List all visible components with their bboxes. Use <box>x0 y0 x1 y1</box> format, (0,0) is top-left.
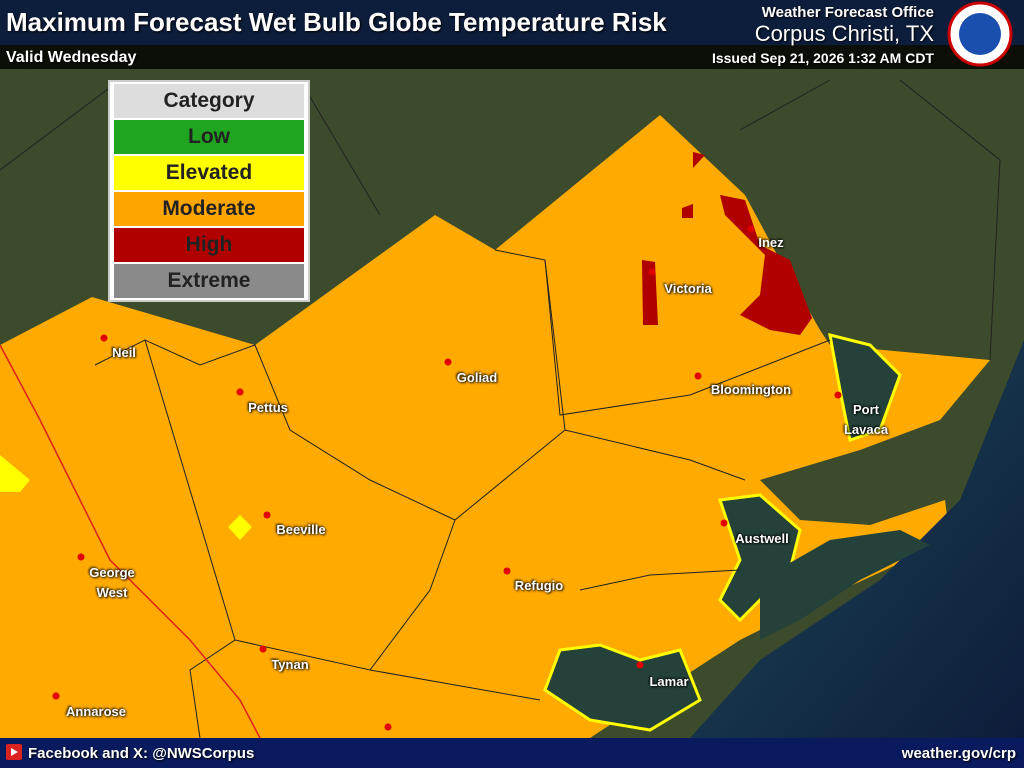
header-bar <box>0 0 1024 45</box>
city-label: Austwell <box>735 531 789 546</box>
legend-item: Moderate <box>114 192 304 226</box>
nws-logo-inner <box>959 13 1001 55</box>
high-risk-area <box>642 260 658 325</box>
city-label: Refugio <box>514 578 564 593</box>
city-label: Annarose <box>66 704 126 719</box>
title: Maximum Forecast Wet Bulb Globe Temperat… <box>6 7 667 37</box>
subheader-bar <box>0 45 1024 69</box>
footer-bar <box>0 738 1024 768</box>
issued: Issued Sep 21, 2026 1:32 AM CDT <box>711 50 934 66</box>
high-risk-area <box>693 152 705 168</box>
city-label: Tynan <box>271 657 309 672</box>
city-label: Pettus <box>248 400 288 415</box>
location: Corpus Christi, TX <box>754 21 934 46</box>
office: Weather Forecast Office <box>761 4 934 21</box>
city-label: Lamar <box>649 674 689 689</box>
valid-time: Valid Wednesday <box>6 49 137 66</box>
social-handle[interactable]: Facebook and X: @NWSCorpus <box>28 745 255 762</box>
high-risk-area <box>720 195 812 335</box>
city-label: Beeville <box>276 522 326 537</box>
city-dots <box>52 225 842 731</box>
legend-title: Category <box>114 84 304 118</box>
bay <box>828 332 902 442</box>
legend-item: Extreme <box>114 264 304 298</box>
social-icon-play <box>11 748 18 756</box>
district-line <box>0 344 261 739</box>
city-label: Neil <box>112 345 136 360</box>
legend-item: Low <box>114 120 304 154</box>
legend-item: Elevated <box>114 156 304 190</box>
elevated-area <box>0 455 30 492</box>
city-label: Victoria <box>664 281 712 296</box>
bay <box>760 530 930 640</box>
city-label: Inez <box>758 235 784 250</box>
high-risk-area <box>682 204 693 218</box>
city-label: George West <box>89 565 135 600</box>
county-lines <box>0 79 1001 739</box>
website[interactable]: weather.gov/crp <box>901 745 1016 762</box>
city-label: Bloomington <box>710 382 792 397</box>
bay <box>543 643 702 732</box>
city-label: Goliad <box>456 370 498 385</box>
legend: Category Low Elevated Moderate High Extreme <box>108 80 310 302</box>
gulf-water <box>690 340 1024 738</box>
legend-item: High <box>114 228 304 262</box>
elevated-area <box>228 515 252 540</box>
city-label: Port Lavaca <box>843 402 889 437</box>
